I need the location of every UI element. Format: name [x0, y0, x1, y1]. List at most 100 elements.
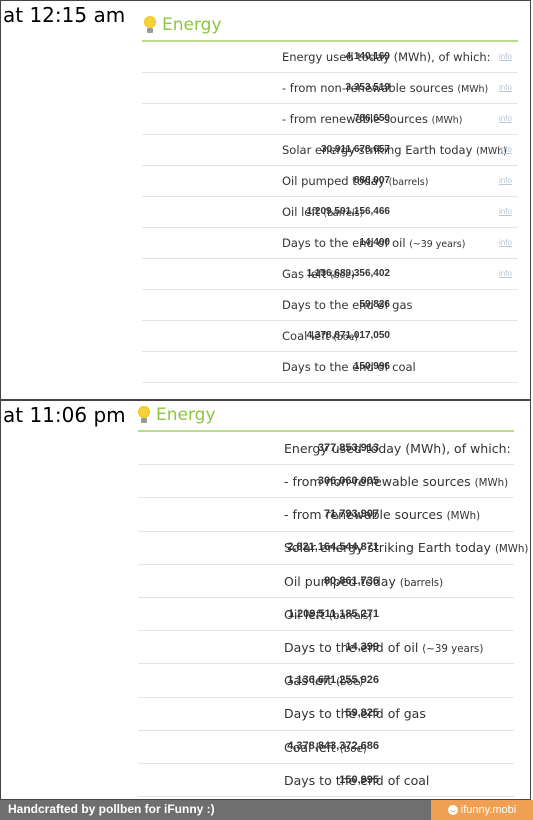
stat-label-text: - from non-renewable sources: [284, 474, 475, 490]
stat-label-text: Gas left: [284, 673, 337, 689]
table-row: 306,060,005- from non-renewable sources …: [138, 465, 514, 499]
stat-label: Days to the end of coal: [282, 360, 416, 374]
section-title: Energy: [162, 15, 222, 35]
stat-value: 71,793,907: [323, 508, 379, 521]
stat-value: 1,136,689,356,402: [306, 268, 390, 280]
stat-unit: (~39 years): [409, 239, 466, 251]
stat-label: Oil left (barrels): [282, 205, 363, 219]
stat-value: 150,995: [339, 773, 379, 786]
stat-label: - from non-renewable sources (MWh): [284, 474, 508, 489]
stat-unit: (MWh): [494, 543, 529, 556]
info-link[interactable]: info: [499, 82, 512, 92]
table-row: 1,209,511,185,271 Oil left (barrels): [138, 598, 514, 632]
stat-label: Solar energy striking Earth today (MWh): [282, 143, 507, 157]
brand-text: ifunny.mobi: [460, 804, 517, 816]
table-row: 1,209,591,156,466 Oil left (barrels) info: [142, 197, 518, 228]
stat-label-text: Days to the end of coal: [284, 772, 430, 788]
stat-value: 4,140,169: [345, 51, 391, 63]
stat-label-text: - from renewable sources: [284, 507, 447, 523]
stat-value: 4,378,871,017,050: [306, 330, 390, 342]
stat-unit: (MWh): [431, 115, 463, 127]
stat-label: Days to the end of gas: [282, 298, 412, 312]
stat-label: Energy used today (MWh), of which:: [282, 50, 491, 64]
stat-label: Gas left (boe): [284, 673, 363, 688]
section-title: Energy: [156, 405, 216, 425]
stat-label-text: Energy used today (MWh), of which:: [282, 50, 491, 65]
stats-list: 377,853,913 Energy used today (MWh), of w…: [138, 432, 528, 798]
stat-value: 786,650: [353, 113, 390, 125]
stat-label: Oil pumped today (barrels): [284, 574, 443, 589]
info-link[interactable]: info: [499, 113, 512, 123]
stat-label-text: Solar energy striking Earth today: [284, 540, 495, 556]
table-row: 3,353,519- from non-renewable sources (M…: [142, 73, 518, 104]
info-link[interactable]: info: [499, 237, 512, 247]
info-link[interactable]: info: [499, 268, 512, 278]
section-header: Energy: [138, 403, 216, 427]
stat-label-text: Oil left: [284, 606, 329, 622]
stat-unit: (boe): [339, 742, 367, 755]
stat-value: 1,209,511,185,271: [287, 607, 379, 620]
stat-value: 886,007: [353, 175, 390, 187]
stat-label-text: Solar energy striking Earth today: [282, 143, 477, 158]
table-row: 4,140,169 Energy used today (MWh), of whi…: [142, 42, 518, 73]
stat-value: 4,378,843,372,686: [287, 740, 379, 753]
stat-unit: (boe): [333, 332, 359, 344]
stat-label: Days to the end of gas: [284, 706, 426, 721]
stat-label-text: Days to the end of oil: [284, 639, 423, 655]
table-row: 14,400 Days to the end of oil (~39 years)…: [142, 228, 518, 259]
stat-unit: (MWh): [476, 146, 507, 158]
stat-unit: (barrels): [328, 609, 373, 622]
stat-label: Days to the end of oil (~39 years): [284, 640, 483, 655]
stat-label: Oil pumped today (barrels): [282, 174, 428, 188]
table-row: 14,399 Days to the end of oil (~39 years): [138, 631, 514, 665]
stat-unit: (boe): [336, 676, 364, 689]
stat-unit: (barrels): [388, 177, 429, 189]
info-link[interactable]: info: [499, 144, 512, 154]
table-row: 30,911,678,657 Solar energy striking Eart…: [142, 135, 518, 166]
table-row: 1,136,689,356,402 Gas left (boe) info: [142, 259, 518, 290]
timestamp-caption: at 11:06 pm: [3, 403, 126, 427]
stat-label: Days to the end of oil (~39 years): [282, 236, 465, 250]
stat-label: Oil left (barrels): [284, 607, 372, 622]
footer-bar: Handcrafted by pollben for iFunny :) ifu…: [0, 800, 533, 820]
stat-label: - from renewable sources (MWh): [284, 507, 480, 522]
table-row: 80,861,736 Oil pumped today (barrels): [138, 565, 514, 598]
stat-label-text: - from renewable sources: [282, 112, 432, 127]
stat-value: 306,060,005: [317, 474, 379, 487]
credit-text: Handcrafted by pollben for iFunny :): [8, 802, 215, 816]
stat-label: - from non-renewable sources (MWh): [282, 81, 488, 95]
stat-label: Energy used today (MWh), of which:: [284, 441, 511, 456]
stat-value: 59,826: [359, 299, 390, 311]
energy-panel-1215: at 12:15 am Energy 4,140,169 Energy used …: [0, 0, 531, 400]
info-link[interactable]: info: [499, 175, 512, 185]
timestamp-caption: at 12:15 am: [3, 3, 126, 27]
stat-label-text: Gas left: [282, 267, 330, 282]
table-row: 377,853,913 Energy used today (MWh), of w…: [138, 432, 514, 466]
stat-value: 2,821,164,544,871: [287, 541, 379, 554]
table-row: 59,826 Days to the end of gas: [142, 290, 518, 321]
section-header: Energy: [144, 13, 222, 37]
stat-unit: (barrels): [323, 208, 364, 220]
stat-label: - from renewable sources (MWh): [282, 112, 462, 126]
brand-badge[interactable]: ifunny.mobi: [431, 800, 533, 820]
stat-label-text: Oil left: [282, 205, 324, 220]
info-link[interactable]: info: [499, 51, 512, 61]
stat-label-text: Oil pumped today: [282, 174, 389, 189]
stat-value: 150,996: [353, 361, 390, 373]
table-row: 150,995 Days to the end of coal: [138, 764, 514, 798]
stat-unit: (boe): [329, 270, 355, 282]
lightbulb-icon: [138, 406, 150, 424]
lightbulb-icon: [144, 16, 156, 34]
stat-value: 377,853,913: [317, 441, 379, 454]
stat-value: 3,353,519: [345, 82, 391, 94]
stat-unit: (MWh): [446, 510, 481, 523]
table-row: 2,821,164,544,871 Solar energy striking E…: [138, 532, 528, 565]
stat-label-text: Days to the end of oil: [282, 236, 410, 251]
info-link[interactable]: info: [499, 206, 512, 216]
stat-label: Coal left (boe): [284, 740, 367, 755]
stat-label: Gas left (boe): [282, 267, 355, 281]
table-row: 59,825 Days to the end of gas: [138, 698, 514, 731]
stat-value: 14,399: [345, 640, 379, 653]
table-row: 4,378,871,017,050 Coal left (boe): [142, 321, 518, 352]
stats-list: 4,140,169 Energy used today (MWh), of whi…: [142, 42, 518, 383]
